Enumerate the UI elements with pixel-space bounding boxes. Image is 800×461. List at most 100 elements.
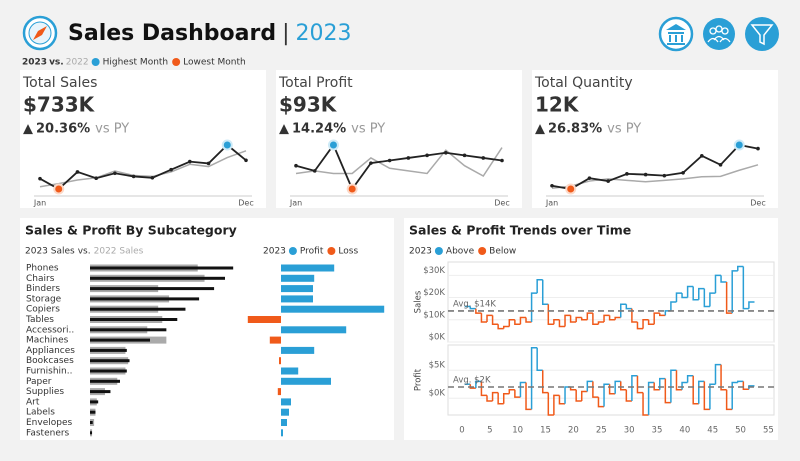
step-segment	[486, 314, 493, 322]
legend-dot	[327, 247, 336, 255]
point	[462, 153, 467, 158]
bar-current	[90, 421, 93, 424]
kpi-title: Total Profit	[278, 75, 353, 91]
step-segment	[670, 301, 677, 311]
step-segment	[541, 370, 549, 394]
step-segment	[547, 392, 554, 416]
kpi-title: Total Sales	[22, 75, 97, 91]
legend-label: Profit	[300, 247, 324, 257]
plot-frame	[447, 344, 775, 416]
icon-people[interactable]	[703, 18, 735, 50]
step-segment	[748, 385, 755, 390]
change-value: 14.24%	[292, 122, 346, 137]
profit-bar	[281, 408, 289, 416]
point	[312, 169, 317, 173]
step-segment	[709, 383, 716, 410]
profit-bar	[269, 336, 281, 344]
profit-bar	[279, 357, 281, 365]
step-segment	[742, 266, 749, 310]
x-tick-label: 35	[652, 426, 663, 436]
legend-label: 2022 Sales	[94, 247, 144, 257]
step-segment	[558, 319, 566, 328]
point	[444, 150, 448, 155]
step-segment	[592, 313, 599, 325]
step-segment	[597, 321, 605, 325]
step-segment	[725, 282, 733, 314]
step-segment	[614, 316, 621, 320]
point	[244, 158, 248, 163]
point	[406, 156, 411, 160]
category-label: Phones	[26, 264, 59, 274]
legend-label: Above	[446, 247, 475, 257]
legend-current: 2023	[22, 58, 47, 68]
step-segment	[675, 292, 683, 302]
profit-bar	[281, 377, 331, 385]
bar-current	[90, 328, 167, 332]
step-segment	[480, 381, 488, 397]
x-tick-label: 25	[596, 426, 607, 436]
kpi-title: Total Quantity	[534, 75, 633, 91]
profit-bar	[281, 274, 315, 282]
step-segment	[519, 381, 527, 398]
step-segment	[664, 378, 671, 404]
x-tick-label: 55	[763, 426, 774, 436]
step-segment	[698, 380, 705, 404]
legend-label: Lowest Month	[183, 58, 246, 68]
point	[625, 172, 629, 176]
step-segment	[620, 381, 627, 391]
logo	[22, 15, 58, 51]
sparkline	[551, 164, 759, 190]
step-segment	[536, 279, 543, 294]
step-segment	[709, 292, 716, 307]
step-segment	[720, 275, 727, 283]
change-suffix: vs PY	[351, 122, 385, 137]
step-segment	[625, 389, 632, 402]
y-tick-label: $0K	[429, 333, 446, 343]
step-segment	[480, 313, 488, 323]
sparkline	[551, 144, 759, 190]
step-segment	[703, 381, 710, 411]
step-segment	[714, 363, 722, 385]
step-segment	[642, 392, 649, 416]
step-segment	[508, 389, 515, 394]
x-tick-label: 10	[512, 426, 523, 436]
point	[206, 161, 211, 166]
bar-current	[90, 266, 234, 270]
legend-label: 2023 Sales	[25, 247, 75, 257]
icon-bank[interactable]	[658, 16, 694, 52]
step-segment	[564, 314, 571, 327]
step-segment	[530, 347, 538, 410]
category-label: Machines	[26, 336, 69, 346]
profit-bar	[281, 326, 347, 334]
legend-title: 2023	[263, 247, 286, 257]
legend-dot	[478, 247, 487, 255]
step-segment	[586, 312, 593, 320]
panel-title: Sales & Profit Trends over Time	[409, 223, 631, 238]
step-segment	[569, 387, 577, 391]
x-tick-label: Dec	[238, 199, 253, 208]
step-segment	[737, 265, 744, 271]
point	[75, 170, 80, 174]
step-segment	[681, 293, 688, 299]
step-segment	[636, 375, 644, 394]
year: 2023	[296, 21, 352, 46]
change-arrow: ▲	[23, 122, 33, 137]
step-segment	[692, 286, 699, 301]
step-segment	[675, 370, 683, 391]
y-tick-label: $10K	[423, 310, 445, 320]
change-suffix: vs PY	[607, 122, 641, 137]
bar-current	[90, 276, 225, 280]
point	[131, 174, 136, 179]
icon-filter[interactable]	[745, 17, 779, 51]
profit-bar	[281, 295, 313, 303]
legend-previous: 2022	[66, 58, 89, 68]
step-segment	[525, 317, 532, 323]
legend-label: Below	[489, 247, 516, 257]
change-value: 26.83%	[548, 122, 602, 137]
category-label: Storage	[26, 294, 62, 304]
x-tick-label: Jan	[289, 199, 302, 208]
point	[113, 171, 117, 176]
step-segment	[497, 324, 504, 330]
step-segment	[603, 383, 610, 407]
